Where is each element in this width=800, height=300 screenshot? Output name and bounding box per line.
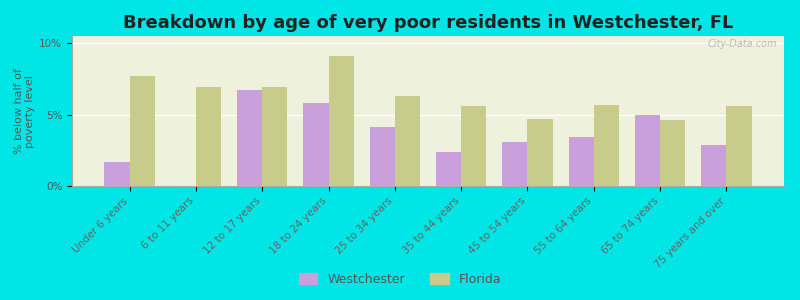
Y-axis label: % below half of
poverty level: % below half of poverty level <box>14 68 35 154</box>
Bar <box>237 90 262 186</box>
Bar <box>527 119 553 186</box>
Title: Breakdown by age of very poor residents in Westchester, FL: Breakdown by age of very poor residents … <box>123 14 733 32</box>
Bar <box>395 96 420 186</box>
Text: City-Data.com: City-Data.com <box>707 39 777 49</box>
Bar <box>660 120 686 186</box>
Bar <box>196 87 221 186</box>
Bar <box>569 137 594 186</box>
Bar <box>329 56 354 186</box>
Bar <box>436 152 461 186</box>
Bar <box>726 106 752 186</box>
Bar <box>130 76 154 186</box>
Bar <box>461 106 486 186</box>
Bar <box>594 105 619 186</box>
Legend: Westchester, Florida: Westchester, Florida <box>294 268 506 291</box>
Bar <box>635 115 660 186</box>
Bar <box>370 128 395 186</box>
Bar <box>502 142 527 186</box>
Bar <box>702 145 726 186</box>
Bar <box>104 162 130 186</box>
Bar <box>303 103 329 186</box>
Bar <box>262 87 287 186</box>
